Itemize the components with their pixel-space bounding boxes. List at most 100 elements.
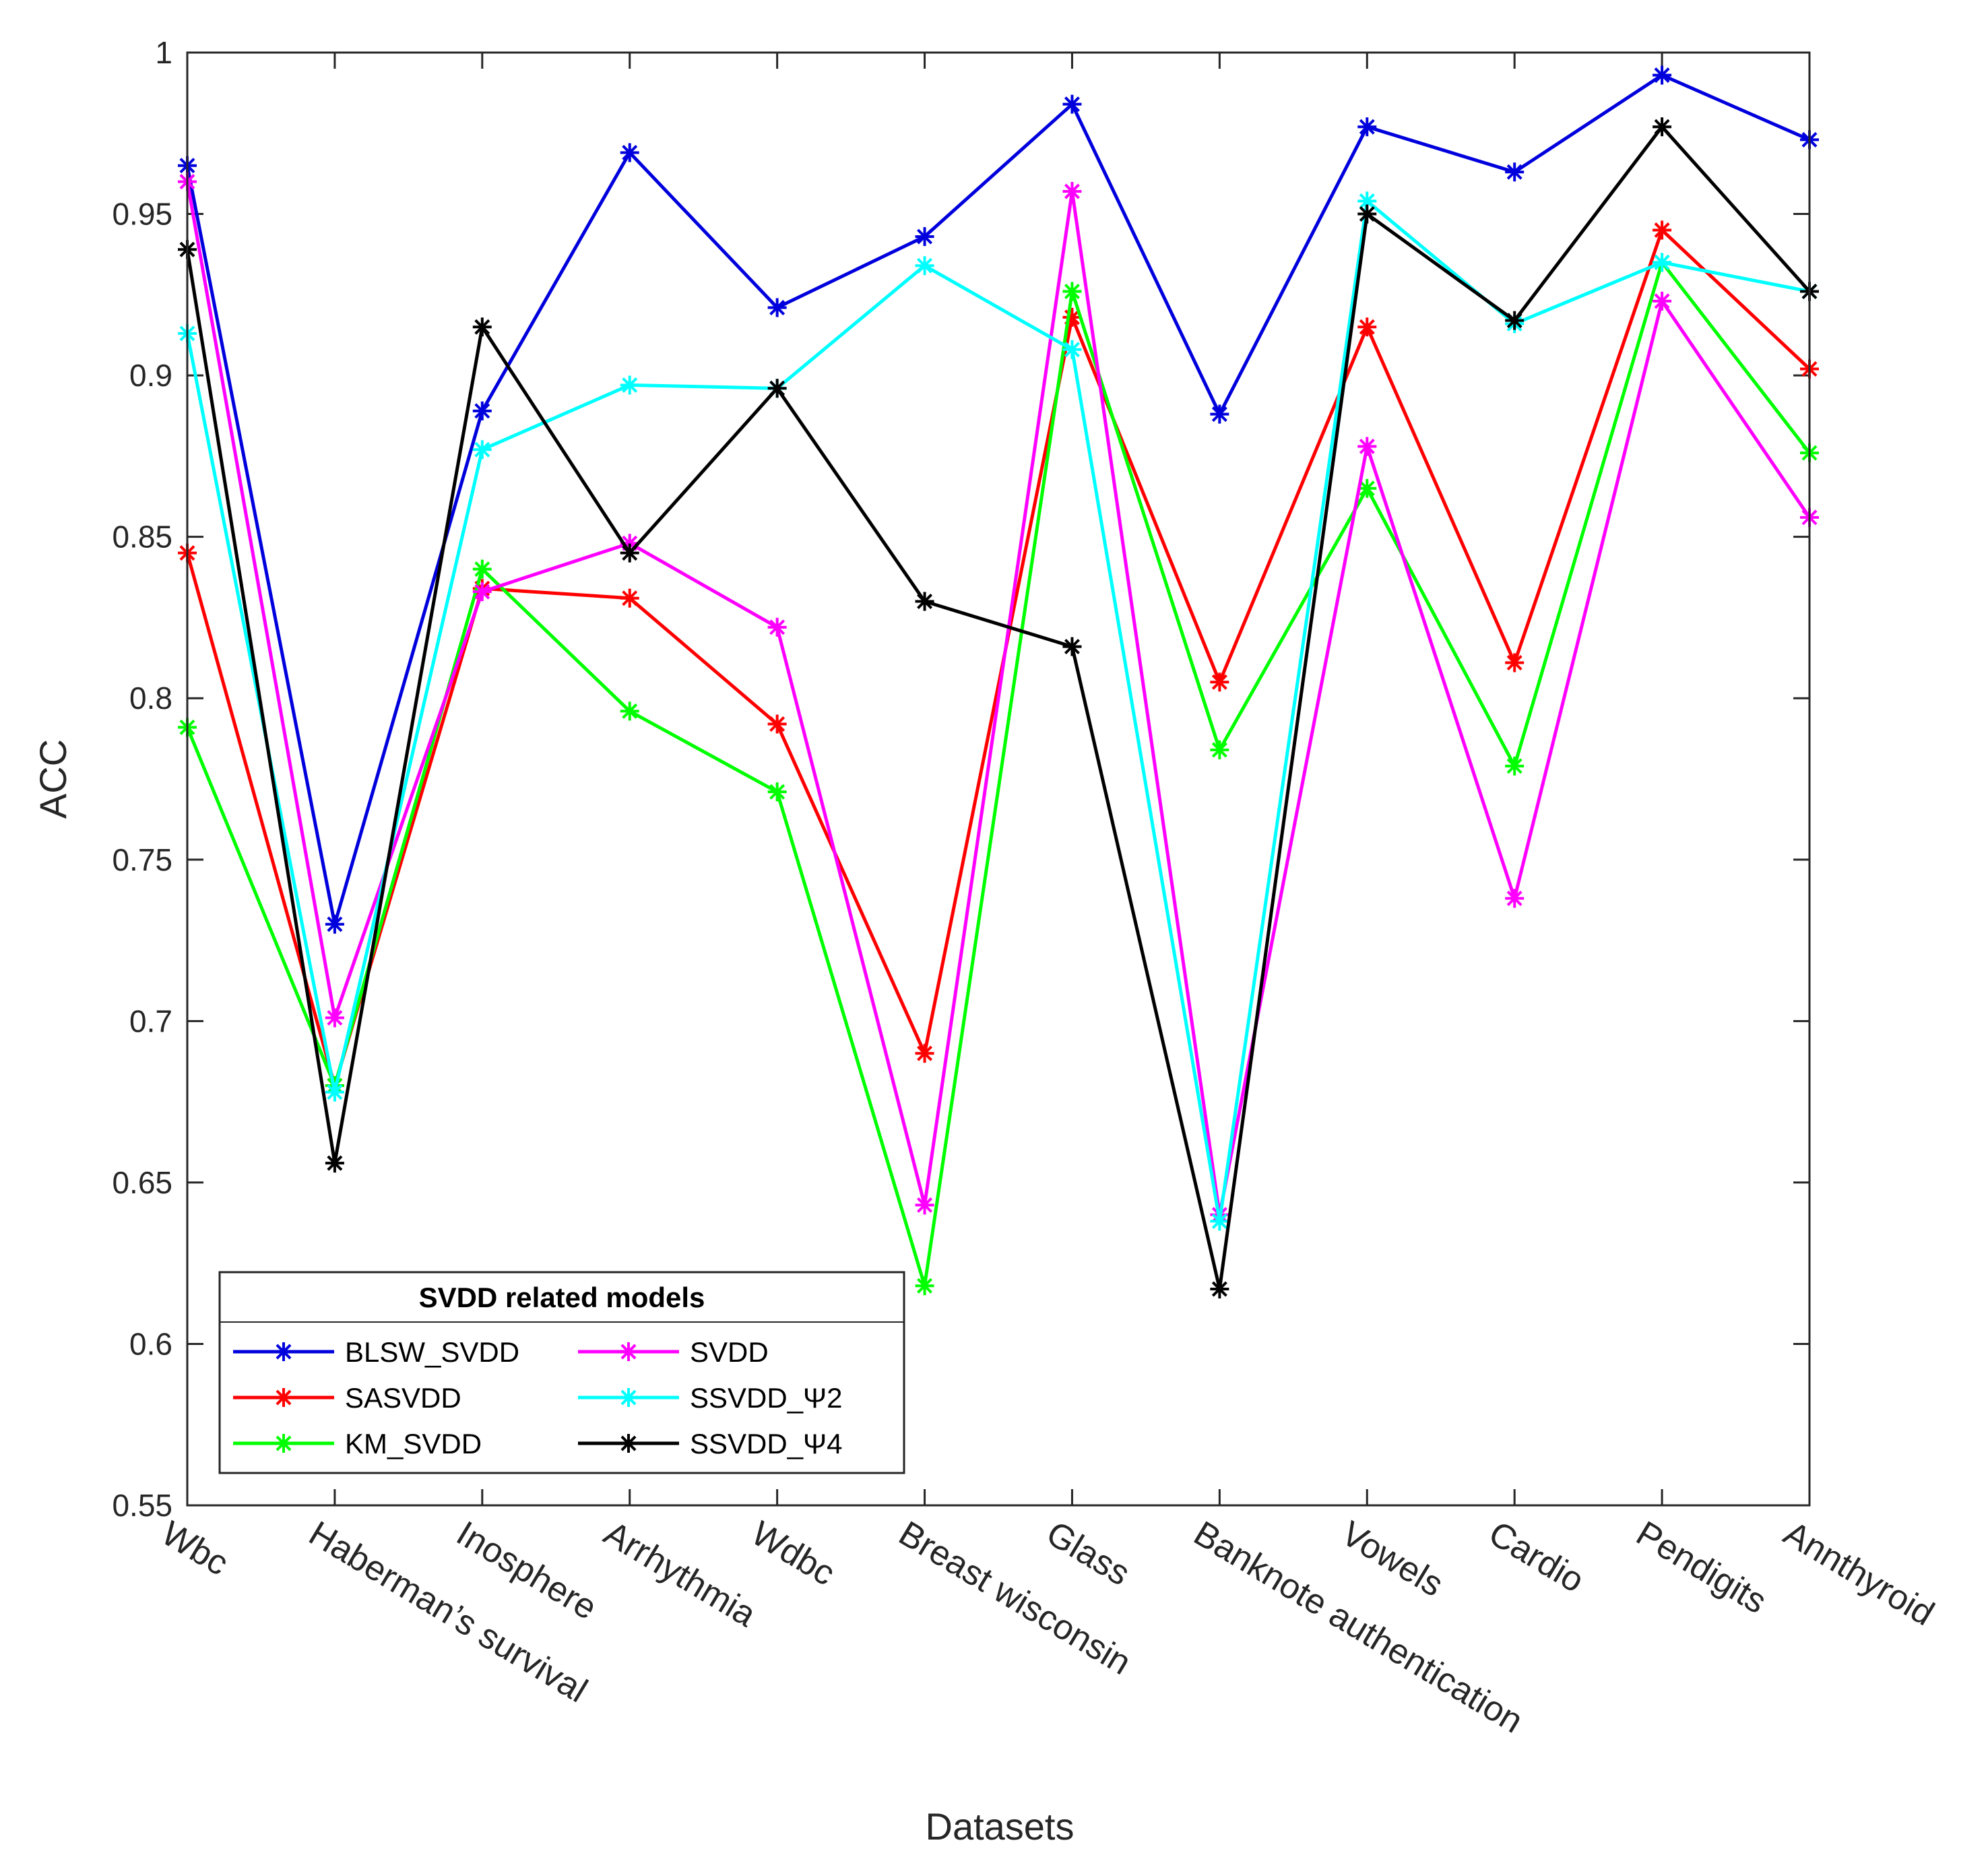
data-point-breast-wisconsin (915, 1044, 934, 1063)
data-point-arrhythmia (620, 143, 639, 162)
data-point-haberman-s-survival (325, 1008, 344, 1028)
legend-box (218, 1271, 905, 1474)
data-point-breast-wisconsin (915, 256, 934, 276)
data-point-haberman-s-survival (325, 914, 344, 934)
legend-label: BLSW_SVDD (345, 1336, 519, 1368)
legend-title: SVDD related models (419, 1282, 705, 1313)
data-point-arrhythmia (620, 543, 639, 563)
legend-entry-km-svdd: KM_SVDD (233, 1428, 482, 1460)
plot-frame (186, 51, 1811, 1507)
x-tick-label-vowels: Vowels (1335, 1514, 1450, 1605)
series-svdd (178, 172, 1819, 1224)
data-point-glass (1062, 182, 1082, 201)
y-tick-label: 0.75 (112, 842, 172, 877)
data-point-pendigits (1653, 220, 1672, 240)
series-line (185, 199, 1810, 1223)
data-point-haberman-s-survival (325, 1154, 344, 1173)
y-tick-label: 0.85 (112, 520, 172, 555)
series-line (185, 125, 1811, 1291)
data-point-cardio (1505, 756, 1525, 776)
data-point-glass (1062, 94, 1082, 114)
data-point-wdbc (767, 298, 787, 317)
legend-label: SVDD (690, 1336, 769, 1368)
data-point-banknote-authentication (1210, 1279, 1229, 1298)
data-point-cardio (1505, 311, 1525, 330)
data-point-breast-wisconsin (915, 227, 934, 247)
x-tick-label-cardio: Cardio (1482, 1514, 1591, 1601)
data-point-inosphere (472, 440, 492, 460)
legend-entry-sasvdd: SASVDD (233, 1382, 461, 1414)
legend-swatch-marker (619, 1342, 638, 1361)
legend-label: SSVDD_Ψ4 (690, 1428, 843, 1460)
data-point-vowels (1357, 117, 1377, 137)
data-point-cardio (1505, 162, 1525, 182)
series-layer (178, 65, 1819, 1298)
data-point-vowels (1357, 437, 1377, 456)
data-point-glass (1062, 282, 1082, 301)
y-axis: 0.55 0.6 0.65 0.7 0.75 0.8 0.85 0.9 0.95 1 (112, 35, 1809, 1523)
y-tick-label: 0.8 (129, 681, 172, 716)
data-point-breast-wisconsin (915, 1276, 934, 1296)
y-tick-label: 1 (155, 35, 172, 70)
x-tick-label-arrhythmia: Arrhythmia (598, 1514, 763, 1635)
data-point-inosphere (472, 559, 492, 579)
data-point-arrhythmia (620, 588, 639, 608)
series-line (185, 181, 1811, 1217)
legend-swatch-marker (619, 1434, 638, 1453)
data-point-inosphere (472, 317, 492, 337)
data-point-inosphere (472, 582, 492, 602)
x-tick-label-wdbc: Wdbc (744, 1514, 841, 1594)
x-axis-label: Datasets (926, 1805, 1075, 1848)
series-ssvdd-4 (178, 117, 1819, 1298)
data-point-banknote-authentication (1210, 740, 1229, 759)
legend-swatch-marker (274, 1388, 293, 1407)
data-point-banknote-authentication (1210, 1212, 1229, 1231)
data-point-glass (1062, 340, 1082, 359)
series-line (185, 73, 1811, 927)
data-point-inosphere (472, 401, 492, 420)
data-point-pendigits (1653, 117, 1672, 137)
y-axis-label: ACC (32, 739, 74, 819)
data-point-glass (1062, 637, 1082, 656)
legend-swatch-marker (619, 1388, 638, 1407)
y-tick-label: 0.65 (112, 1165, 172, 1200)
x-tick-label-annthyroid: Annthyroid (1777, 1514, 1941, 1634)
data-point-wdbc (767, 782, 787, 802)
legend-entry-ssvdd-2: SSVDD_Ψ2 (578, 1382, 843, 1414)
data-point-cardio (1505, 653, 1525, 672)
data-point-vowels (1357, 317, 1377, 337)
x-tick-label-wbc: Wbc (155, 1514, 235, 1583)
legend-label: SASVDD (345, 1382, 461, 1414)
y-tick-label: 0.9 (129, 358, 172, 393)
legend-label: KM_SVDD (345, 1428, 482, 1460)
data-point-breast-wisconsin (915, 1195, 934, 1215)
data-point-arrhythmia (620, 701, 639, 721)
legend-entry-svdd: SVDD (578, 1336, 769, 1368)
series-blsw-svdd (178, 65, 1819, 934)
data-point-haberman-s-survival (325, 1082, 344, 1102)
legend-entries: BLSW_SVDD SASVDD KM_SVDD SVDD SSVDD_Ψ2 SSVDD_… (233, 1336, 843, 1460)
legend: SVDD related models BLSW_SVDD SASVDD KM_SV… (218, 1271, 905, 1474)
data-point-vowels (1357, 204, 1377, 224)
data-point-banknote-authentication (1210, 404, 1229, 424)
x-tick-label-glass: Glass (1039, 1514, 1136, 1594)
data-point-wdbc (767, 379, 787, 398)
y-tick-label: 0.95 (112, 197, 172, 232)
data-point-wdbc (767, 617, 787, 637)
y-tick-label: 0.55 (112, 1488, 172, 1523)
legend-label: SSVDD_Ψ2 (690, 1382, 843, 1414)
data-point-arrhythmia (620, 375, 639, 395)
series-line (185, 260, 1811, 1288)
legend-swatch-marker (274, 1434, 293, 1453)
legend-entry-blsw-svdd: BLSW_SVDD (233, 1336, 519, 1368)
legend-entry-ssvdd-4: SSVDD_Ψ4 (578, 1428, 843, 1460)
y-tick-label: 0.6 (129, 1326, 172, 1361)
y-tick-label: 0.7 (129, 1003, 172, 1038)
x-tick-label-pendigits: Pendigits (1630, 1514, 1773, 1622)
data-point-banknote-authentication (1210, 672, 1229, 692)
legend-swatch-marker (274, 1342, 293, 1361)
data-point-cardio (1505, 889, 1525, 908)
data-point-pendigits (1653, 65, 1672, 85)
data-point-vowels (1357, 478, 1377, 498)
